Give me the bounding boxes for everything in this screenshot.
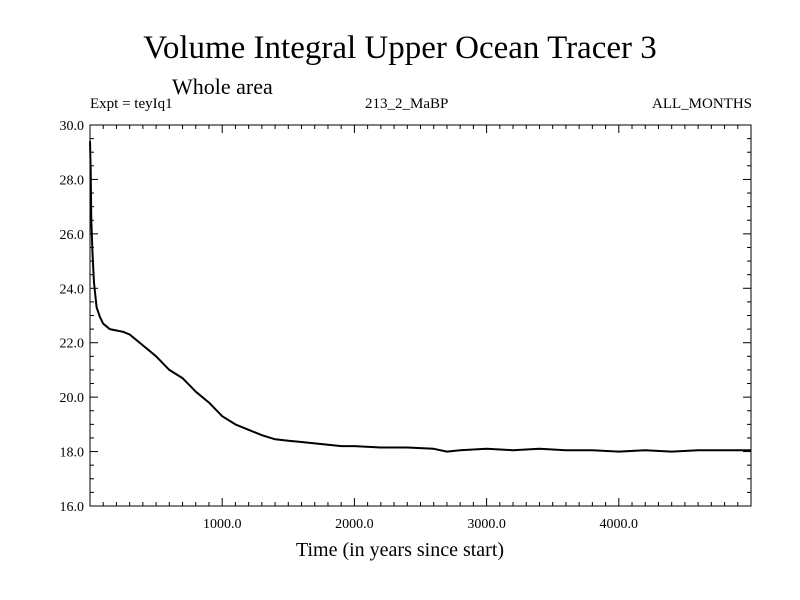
y-tick-label: 24.0: [60, 282, 85, 297]
period-label: ALL_MONTHS: [652, 96, 752, 112]
chart-subtitle: Whole area: [172, 74, 273, 99]
x-tick-label: 2000.0: [335, 517, 374, 532]
y-tick-label: 22.0: [60, 337, 85, 352]
series-line: [89, 141, 751, 453]
experiment-label: Expt = teyIq1: [90, 96, 173, 112]
x-axis-label: Time (in years since start): [295, 539, 505, 561]
run-label: 213_2_MaBP: [365, 96, 449, 112]
chart-title: Volume Integral Upper Ocean Tracer 3: [143, 30, 657, 66]
plot-frame: [89, 124, 752, 507]
y-tick-label: 20.0: [60, 391, 85, 406]
axis-ticks: 1000.0 2000.0 3000.0 4000.0 16.0 18.0 20.0 22.0…: [60, 119, 751, 532]
y-tick-label: 16.0: [60, 500, 85, 515]
y-tick-label: 28.0: [60, 173, 85, 188]
x-tick-label: 4000.0: [600, 517, 639, 532]
y-tick-label: 18.0: [60, 446, 85, 461]
y-tick-label: 26.0: [60, 228, 85, 243]
y-tick-label: 30.0: [60, 119, 85, 134]
x-tick-label: 1000.0: [203, 517, 242, 532]
series-group: [89, 141, 751, 453]
x-tick-label: 3000.0: [467, 517, 506, 532]
